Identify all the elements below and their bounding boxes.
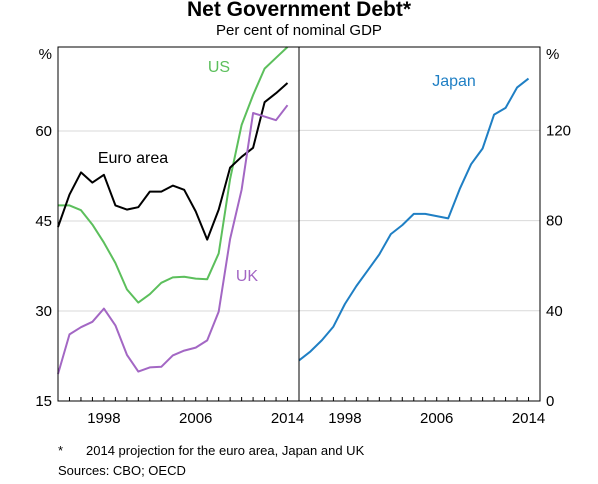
- x-tick-label-left-2006: 2006: [179, 410, 212, 427]
- y-tick-label-left-30: 30: [35, 303, 52, 320]
- y-tick-label-left-60: 60: [35, 123, 52, 140]
- y-tick-label-left-15: 15: [35, 393, 52, 410]
- y-unit-label-left: %: [39, 46, 52, 63]
- chart-subtitle: Per cent of nominal GDP: [216, 22, 382, 39]
- y-unit-label-right: %: [546, 46, 559, 63]
- series-line-euro-area: [57, 82, 289, 241]
- x-tick-label-right-1998: 1998: [328, 410, 361, 427]
- x-tick-label-left-1998: 1998: [87, 410, 120, 427]
- x-tick-label-right-2006: 2006: [420, 410, 453, 427]
- footnote-marker: *: [58, 443, 64, 458]
- y-tick-label-left-45: 45: [35, 213, 52, 230]
- y-tick-label-right-0: 0: [546, 393, 554, 410]
- series-label-euro-area: Euro area: [98, 150, 168, 167]
- x-tick-label-left-2014: 2014: [271, 410, 304, 427]
- series-line-japan: [298, 77, 530, 362]
- y-tick-label-right-80: 80: [546, 213, 563, 230]
- series-label-us: US: [208, 59, 230, 76]
- series-line-uk: [57, 104, 289, 375]
- x-tick-label-right-2014: 2014: [512, 410, 545, 427]
- chart-title: Net Government Debt*: [186, 0, 412, 21]
- y-tick-label-right-40: 40: [546, 303, 563, 320]
- sources-note: Sources: CBO; OECD: [58, 463, 186, 478]
- footnote: 2014 projection for the euro area, Japan…: [86, 443, 365, 458]
- series-label-japan: Japan: [432, 73, 476, 90]
- series-label-uk: UK: [236, 268, 259, 285]
- y-tick-label-right-120: 120: [546, 122, 571, 139]
- series-line-us: [58, 46, 289, 304]
